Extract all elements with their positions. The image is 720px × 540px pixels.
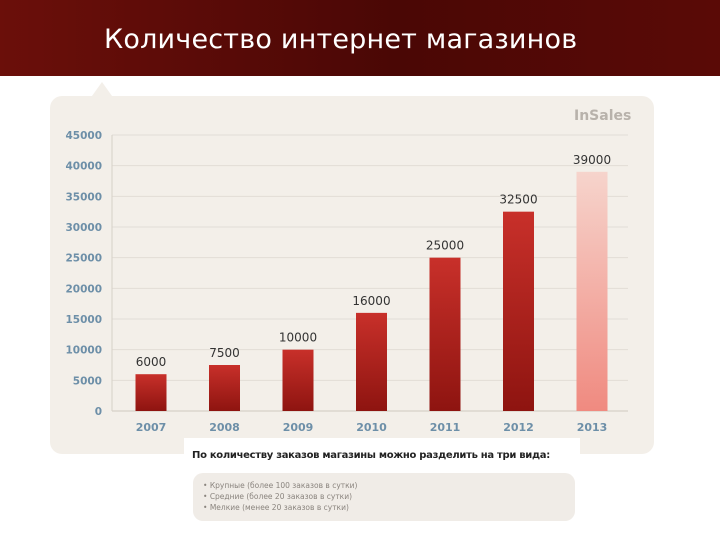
bar-2013 [576,171,608,411]
data-label: 6000 [136,355,167,369]
y-tick-label: 10000 [65,345,102,357]
footnote-text: По количеству заказов магазины можно раз… [192,450,550,461]
bar-2007 [135,374,167,411]
data-label: 16000 [352,294,390,308]
x-tick-label: 2008 [209,421,240,434]
x-tick-label: 2011 [430,421,461,434]
data-labels: 6000 7500 10000 16000 25000 32500 39000 [136,153,611,369]
bar-2010 [356,312,387,411]
brand-logo: InSales [574,108,632,124]
x-tick-label: 2012 [503,421,534,434]
list-item: Средние (более 20 заказов в сутки) [203,491,357,502]
y-tick-label: 15000 [65,314,102,326]
x-tick-label: 2010 [356,421,387,434]
x-tick-label: 2009 [283,421,314,434]
panel-pointer [92,82,112,96]
bar-2012 [503,211,534,411]
y-tick-label: 45000 [65,130,102,142]
y-tick-label: 5000 [73,375,102,387]
bars [135,171,608,411]
y-tick-label: 20000 [65,283,102,295]
y-tick-label: 40000 [65,161,102,173]
data-label: 32500 [499,193,537,207]
y-tick-label: 25000 [65,253,102,265]
footnote-list: Крупные (более 100 заказов в сутки) Сред… [203,480,358,513]
x-tick-label: 2007 [136,421,167,434]
page-title: Количество интернет магазинов [104,24,578,55]
data-label: 10000 [279,331,317,345]
x-axis-ticks: 2007 2008 2009 2010 2011 2012 2013 [136,421,608,434]
y-tick-label: 35000 [65,191,102,203]
list-item: Крупные (более 100 заказов в сутки) [203,480,358,491]
x-tick-label: 2013 [577,421,608,434]
data-label: 39000 [573,153,611,167]
data-label: 7500 [209,346,240,360]
bar-2011 [429,257,461,411]
footnote-card [184,438,580,474]
bar-2009 [282,349,314,411]
y-axis-ticks: 0 5000 10000 15000 20000 25000 30000 35000 40000… [65,130,102,418]
y-tick-label: 30000 [65,222,102,234]
data-label: 25000 [426,239,464,253]
list-item: Мелкие (менее 20 заказов в сутки) [203,502,357,513]
bar-2008 [209,365,240,411]
header-bar: Количество интернет магазинов [0,0,720,76]
y-tick-label: 0 [95,406,102,418]
